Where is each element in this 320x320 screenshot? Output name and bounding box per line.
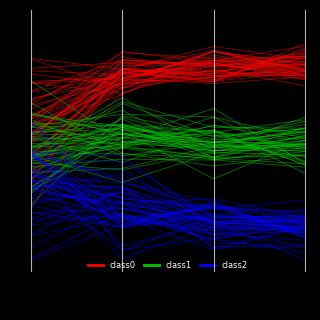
Legend: class0, class1, class2: class0, class1, class2 <box>87 260 249 270</box>
